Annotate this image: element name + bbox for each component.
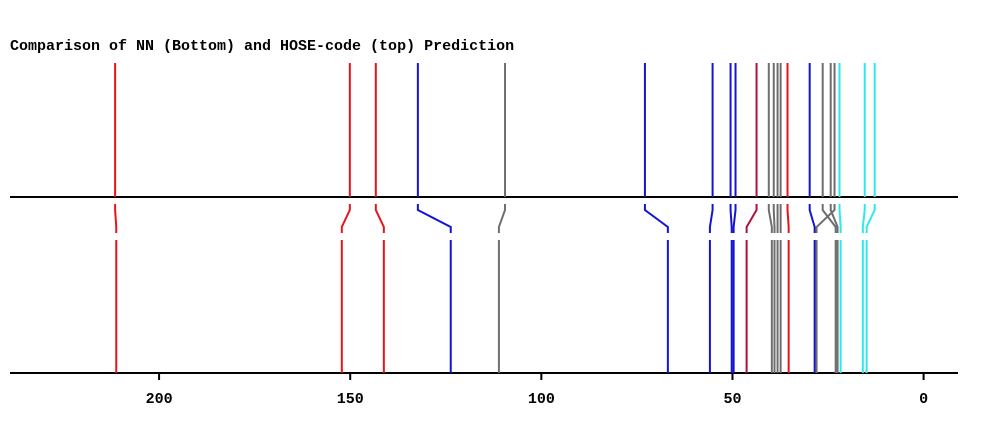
- x-tick-label: 50: [723, 391, 741, 408]
- x-tick-label: 200: [146, 391, 173, 408]
- peak-connector: [732, 204, 737, 233]
- peak-connector: [865, 204, 876, 233]
- peak-connector: [861, 204, 866, 233]
- peak-connector: [815, 204, 836, 233]
- x-tick-label: 100: [528, 391, 555, 408]
- peak-connector: [708, 204, 714, 233]
- peak-connector: [643, 204, 669, 233]
- x-tick-label: 150: [337, 391, 364, 408]
- peak-connector: [374, 204, 385, 233]
- peak-connector: [114, 204, 118, 233]
- peak-connector: [838, 204, 842, 233]
- peak-connector: [729, 204, 733, 233]
- chart-title: Comparison of NN (Bottom) and HOSE-code …: [10, 38, 514, 55]
- x-tick-label: 0: [919, 391, 928, 408]
- peak-connector: [745, 204, 758, 233]
- peak-connector: [416, 204, 452, 233]
- peak-connector: [821, 204, 837, 233]
- peak-connector: [340, 204, 351, 233]
- peak-connector: [767, 204, 773, 233]
- peak-connector: [772, 204, 776, 233]
- peak-connector: [786, 204, 790, 233]
- peak-connector: [808, 204, 816, 233]
- peak-connector: [829, 204, 839, 233]
- peak-connector: [497, 204, 507, 233]
